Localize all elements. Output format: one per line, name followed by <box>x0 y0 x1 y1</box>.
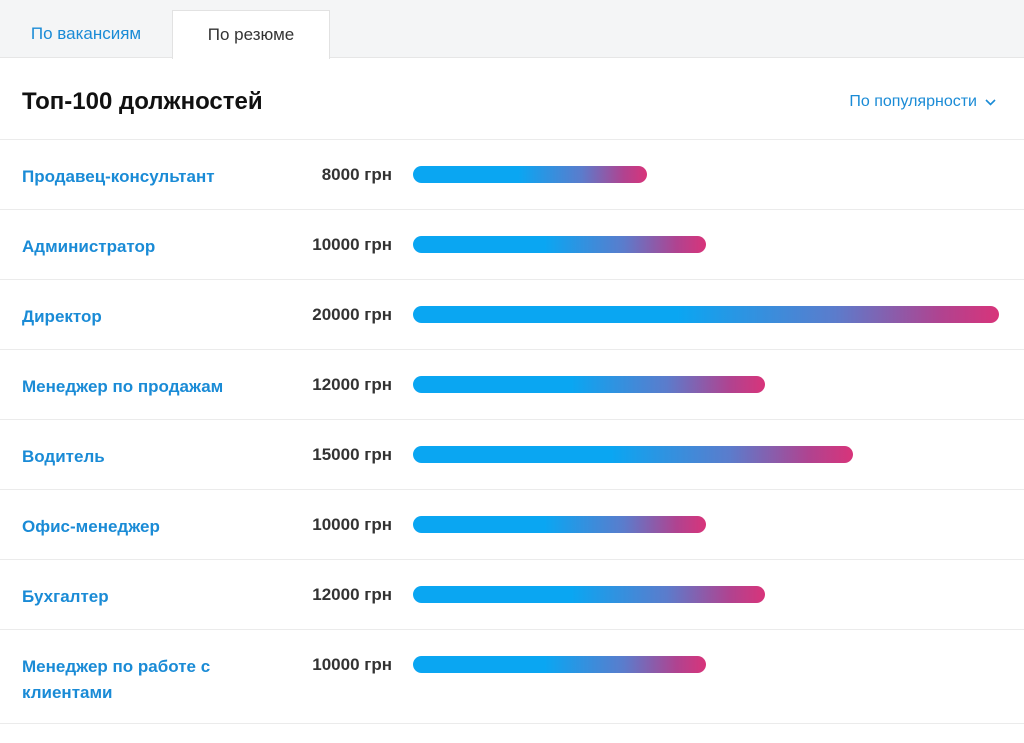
salary-bar-track <box>413 166 999 183</box>
salary-bar <box>413 166 648 183</box>
salary-bar <box>413 376 765 393</box>
list-header: Топ-100 должностей По популярности <box>0 58 1024 140</box>
table-row: Продавец-консультант 8000 грн <box>0 140 1024 210</box>
table-row: Бухгалтер 12000 грн <box>0 560 1024 630</box>
salary-bar <box>413 306 999 323</box>
salary-value: 10000 грн <box>312 235 392 254</box>
salary-bar <box>413 516 706 533</box>
job-title-link[interactable]: Менеджер по работе с клиентами <box>22 657 211 702</box>
tabs-bar: По вакансиям По резюме <box>0 0 1024 59</box>
salary-bar-track <box>413 306 999 323</box>
chevron-down-icon <box>985 98 996 106</box>
table-row: Водитель 15000 грн <box>0 420 1024 490</box>
salary-value: 12000 грн <box>312 375 392 394</box>
job-title-link[interactable]: Администратор <box>22 237 156 256</box>
salary-value: 12000 грн <box>312 585 392 604</box>
tab-resumes[interactable]: По резюме <box>172 10 330 59</box>
salary-bar-track <box>413 236 999 253</box>
salary-bar-track <box>413 586 999 603</box>
table-row: Офис-менеджер 10000 грн <box>0 490 1024 560</box>
salary-bar-track <box>413 446 999 463</box>
sort-dropdown[interactable]: По популярности <box>849 93 996 111</box>
salary-value: 8000 грн <box>321 165 392 184</box>
table-row: Администратор 10000 грн <box>0 210 1024 280</box>
job-title-link[interactable]: Водитель <box>22 447 105 466</box>
salary-bar <box>413 446 853 463</box>
salary-bar <box>413 586 765 603</box>
job-title-link[interactable]: Офис-менеджер <box>22 517 160 536</box>
salary-bar <box>413 656 706 673</box>
salary-value: 10000 грн <box>312 515 392 534</box>
job-title-link[interactable]: Продавец-консультант <box>22 167 215 186</box>
job-title-link[interactable]: Директор <box>22 307 102 326</box>
salary-bar-track <box>413 376 999 393</box>
job-title-link[interactable]: Бухгалтер <box>22 587 109 606</box>
job-title-link[interactable]: Менеджер по продажам <box>22 377 224 396</box>
table-row: Директор 20000 грн <box>0 280 1024 350</box>
salary-bar <box>413 236 706 253</box>
table-row: Менеджер по работе с клиентами 10000 грн <box>0 630 1024 724</box>
sort-dropdown-label: По популярности <box>849 93 977 110</box>
tab-vacancies[interactable]: По вакансиям <box>30 24 142 43</box>
salary-bar-track <box>413 516 999 533</box>
salary-value: 10000 грн <box>312 655 392 674</box>
salary-bar-track <box>413 656 999 673</box>
salary-value: 15000 грн <box>312 445 392 464</box>
page-title: Топ-100 должностей <box>22 88 263 115</box>
positions-list: Продавец-консультант 8000 грн Администра… <box>0 140 1024 724</box>
table-row: Менеджер по продажам 12000 грн <box>0 350 1024 420</box>
salary-value: 20000 грн <box>312 305 392 324</box>
